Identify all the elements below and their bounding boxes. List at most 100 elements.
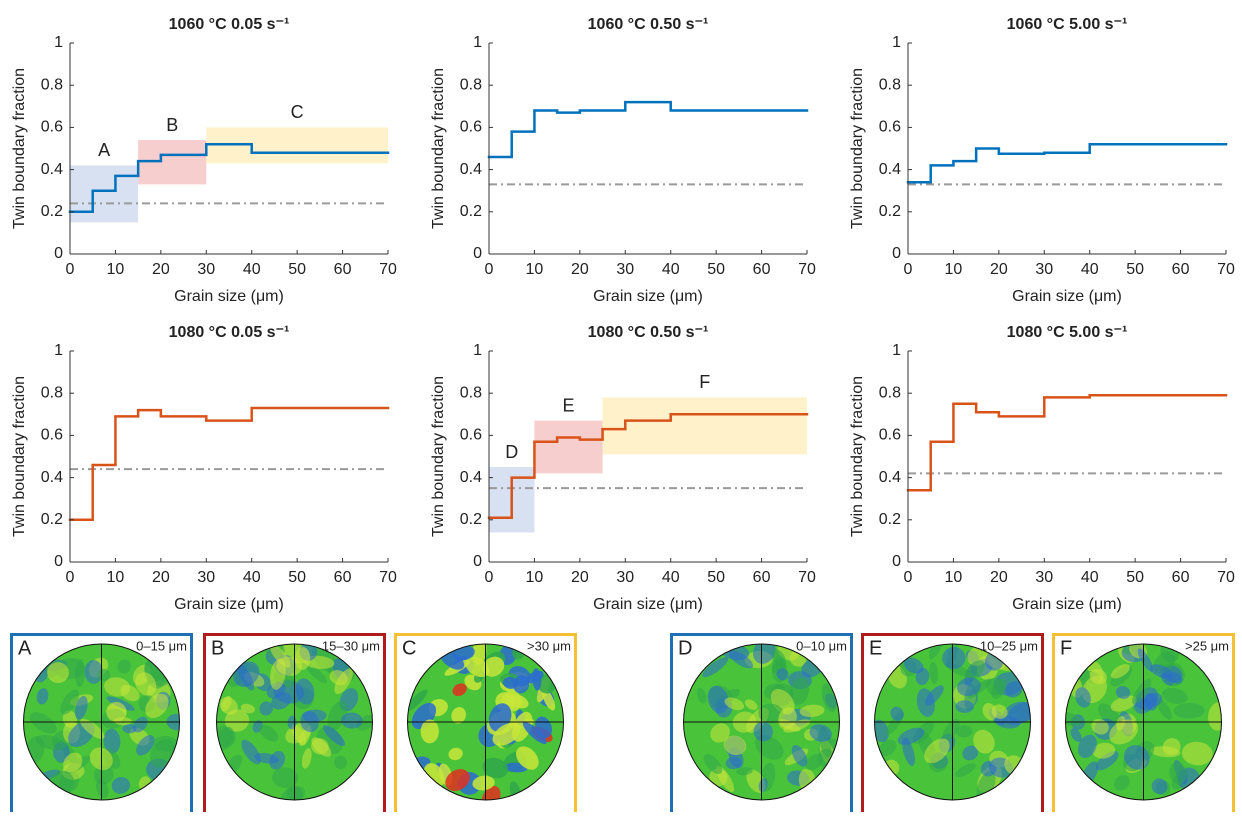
texture-blob: [35, 734, 67, 751]
y-tick-label: 0.8: [41, 76, 63, 93]
texture-blob: [512, 711, 533, 742]
pole-outline: [407, 643, 564, 801]
panel-range: 10–25 μm: [980, 638, 1038, 653]
texture-blob: [799, 704, 825, 718]
pole-outline: [683, 643, 840, 801]
pole-figure-panel: F >25 μm: [1052, 633, 1235, 815]
texture-blob: [80, 718, 105, 740]
texture-blob: [703, 754, 723, 775]
y-tick-label: 0.2: [879, 203, 901, 220]
chart-panel: 1060 °C 0.50 s⁻¹00.20.40.60.810 10 20 30 40 5…: [430, 16, 816, 305]
texture-blob: [1095, 750, 1119, 771]
x-tick-label: 70: [798, 569, 816, 586]
x-tick-label: 10: [107, 569, 125, 586]
texture-blob: [783, 719, 811, 733]
texture-blob: [1092, 742, 1116, 759]
panel-letter: F: [1060, 637, 1072, 659]
texture-blob: [1078, 734, 1097, 758]
texture-blob: [805, 753, 824, 771]
texture-blob: [259, 701, 273, 716]
texture-blob: [47, 662, 70, 684]
pole-figure: [216, 644, 373, 800]
texture-blob: [929, 661, 939, 685]
texture-blob: [122, 723, 137, 734]
texture-blob: [707, 685, 729, 714]
texture-blob: [269, 644, 291, 668]
x-tick-label: 60: [753, 261, 771, 278]
panel-letter: D: [678, 637, 692, 659]
texture-blob: [902, 737, 915, 767]
texture-blob: [1173, 703, 1205, 719]
x-tick-label: 0: [485, 569, 494, 586]
chart-panel: 1080 °C 0.05 s⁻¹00.20.40.60.810 10 20 30 40 5…: [11, 324, 397, 613]
texture-blob: [271, 692, 292, 710]
texture-blob: [132, 716, 148, 733]
panel-letter: A: [18, 637, 32, 659]
texture-blob: [304, 663, 328, 684]
texture-blob: [241, 739, 261, 765]
y-tick-label: 0.2: [879, 511, 901, 528]
texture-blob: [753, 721, 773, 742]
x-axis-label: Grain size (μm): [593, 596, 703, 613]
texture-blob: [1005, 681, 1023, 698]
texture-blob: [1110, 695, 1137, 712]
texture-blob: [221, 696, 232, 712]
x-tick-label: 70: [798, 261, 816, 278]
texture-blob: [74, 695, 88, 720]
x-tick-label: 40: [243, 261, 261, 278]
y-axis-label: Twin boundary fraction: [430, 68, 447, 229]
y-tick-label: 0.2: [41, 203, 63, 220]
texture-blob: [36, 688, 49, 705]
x-tick-label: 50: [1126, 261, 1144, 278]
panel-letter: E: [869, 637, 882, 659]
texture-blob: [334, 755, 347, 770]
texture-blob: [776, 668, 789, 681]
texture-blob: [744, 699, 758, 710]
texture-blob: [736, 767, 753, 776]
texture-blob: [725, 756, 742, 770]
y-tick-label: 0.8: [879, 76, 901, 93]
texture-blob: [60, 689, 80, 715]
x-tick-label: 20: [990, 569, 1008, 586]
x-tick-label: 10: [945, 569, 963, 586]
pole-figure-panel: B 15–30 μm: [203, 633, 386, 815]
x-tick-label: 20: [152, 261, 170, 278]
region-label: B: [166, 115, 178, 135]
texture-blob: [448, 747, 463, 761]
x-tick-label: 50: [288, 261, 306, 278]
texture-blob: [481, 785, 501, 800]
texture-blob: [955, 725, 973, 738]
pole-outline: [23, 643, 180, 801]
y-tick-label: 0.4: [41, 469, 63, 486]
region: [70, 165, 139, 223]
x-tick-label: 70: [1217, 569, 1235, 586]
texture-blob: [903, 657, 924, 674]
texture-blob: [956, 677, 981, 697]
pole-outline: [874, 643, 1031, 801]
texture-blob: [1137, 648, 1154, 672]
chart-title: 1060 °C 0.05 s⁻¹: [169, 16, 290, 33]
texture-blob: [696, 688, 707, 704]
y-tick-label: 0.8: [879, 384, 901, 401]
texture-blob: [758, 703, 784, 724]
x-axis-label: Grain size (μm): [593, 288, 703, 305]
texture-blob: [1109, 719, 1139, 745]
x-tick-label: 10: [945, 261, 963, 278]
texture-blob: [1162, 738, 1181, 756]
x-tick-label: 50: [1126, 569, 1144, 586]
y-tick-label: 0: [473, 245, 482, 262]
chart-panel: 1080 °C 5.00 s⁻¹00.20.40.60.810 10 20 30 40 5…: [849, 324, 1235, 613]
texture-blob: [1070, 728, 1082, 742]
x-tick-label: 40: [662, 261, 680, 278]
texture-blob: [874, 719, 889, 743]
texture-blob: [924, 738, 950, 764]
pole-figure: [874, 644, 1031, 800]
texture-blob: [93, 764, 114, 785]
texture-blob: [878, 739, 897, 757]
texture-blob: [522, 721, 547, 745]
x-tick-label: 30: [197, 261, 215, 278]
texture-blob: [452, 683, 467, 697]
texture-blob: [1132, 678, 1152, 705]
